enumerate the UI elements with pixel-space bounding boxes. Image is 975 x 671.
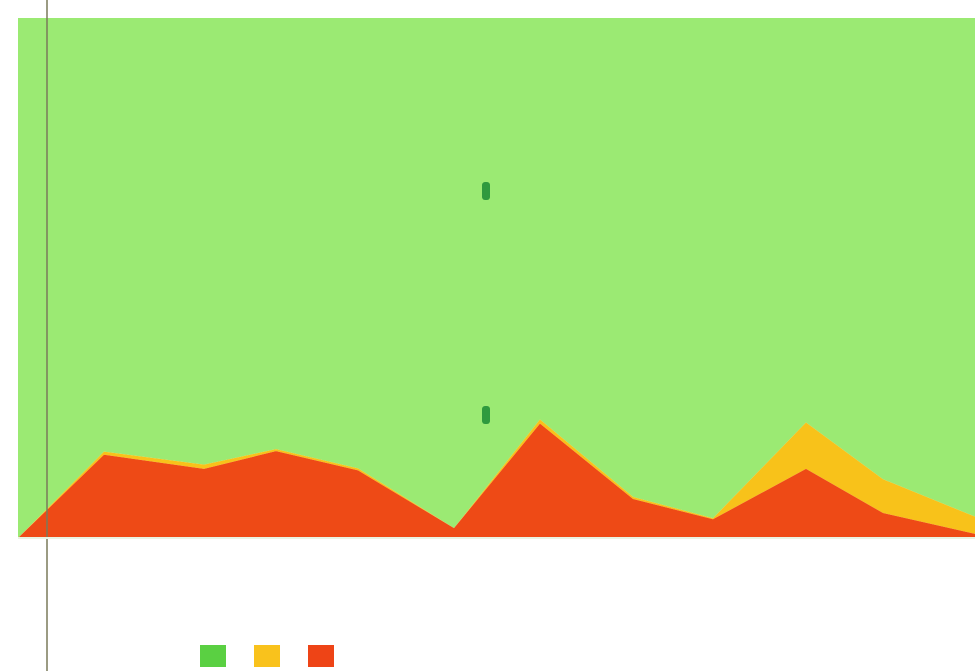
marker-layer bbox=[482, 182, 490, 424]
chart-legend[interactable] bbox=[200, 645, 352, 667]
legend-item-1[interactable] bbox=[200, 645, 234, 667]
marker-2 bbox=[482, 406, 490, 424]
legend-item-2[interactable] bbox=[254, 645, 288, 667]
legend-swatch-3 bbox=[308, 645, 334, 667]
area-layer bbox=[18, 18, 975, 538]
marker-1 bbox=[482, 182, 490, 200]
area-series-3 bbox=[18, 18, 975, 538]
area-series-1 bbox=[18, 423, 975, 538]
area-series-2 bbox=[18, 419, 975, 538]
legend-swatch-2 bbox=[254, 645, 280, 667]
legend-swatch-1 bbox=[200, 645, 226, 667]
legend-item-3[interactable] bbox=[308, 645, 342, 667]
